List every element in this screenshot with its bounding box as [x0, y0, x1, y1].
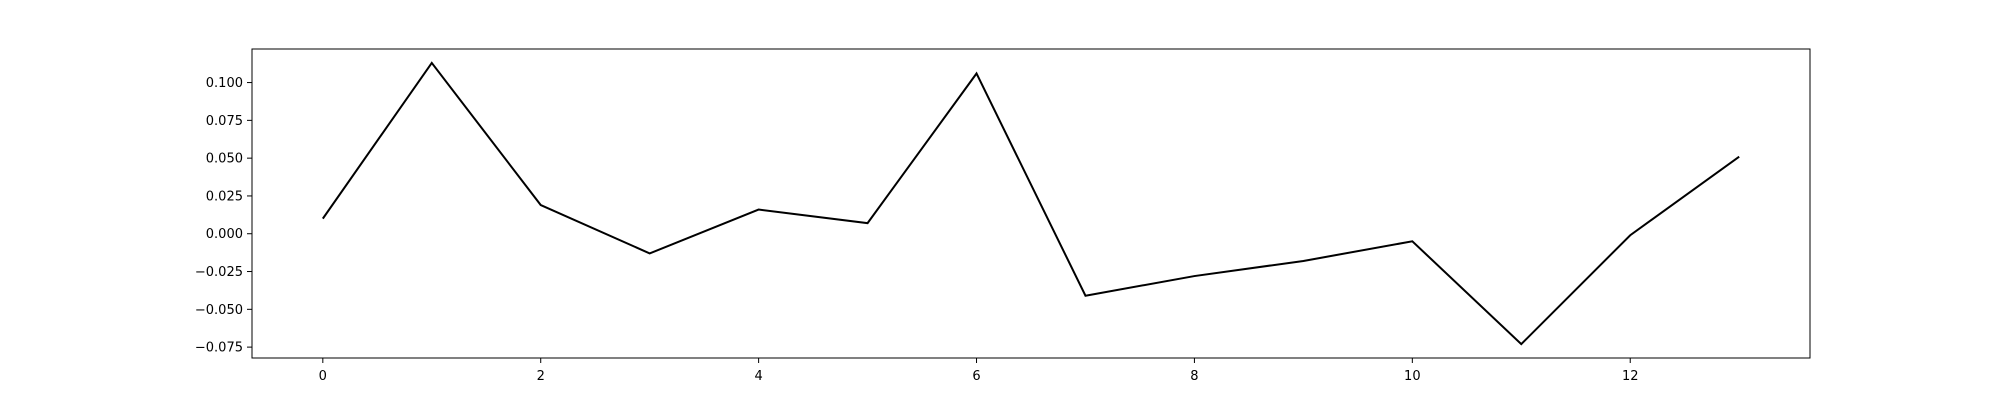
- plot-frame: [251, 48, 1811, 359]
- y-tick-label: 0.100: [206, 76, 243, 91]
- y-axis: −0.075 −0.050 −0.025 0.000 0.025 0.050 0.075 0.…: [195, 76, 252, 356]
- x-tick-label: 10: [1404, 369, 1421, 384]
- y-tick-label: −0.075: [195, 341, 243, 356]
- plot-area: [251, 48, 1811, 359]
- x-tick-label: 8: [1190, 369, 1198, 384]
- x-axis: 0 2 4 6 8 10 12: [319, 358, 1639, 384]
- x-tick-label: 4: [754, 369, 762, 384]
- series-line: [322, 61, 1740, 346]
- y-tick-label: −0.025: [195, 265, 243, 280]
- x-tick-label: 6: [972, 369, 980, 384]
- y-tick-label: 0.000: [206, 227, 243, 242]
- x-tick-label: 0: [319, 369, 327, 384]
- y-tick-label: −0.050: [195, 303, 243, 318]
- y-tick-label: 0.075: [206, 114, 243, 129]
- y-tick-label: 0.050: [206, 152, 243, 167]
- series-layer: [322, 61, 1740, 346]
- x-tick-label: 2: [537, 369, 545, 384]
- y-tick-label: 0.025: [206, 189, 243, 204]
- x-tick-label: 12: [1622, 369, 1639, 384]
